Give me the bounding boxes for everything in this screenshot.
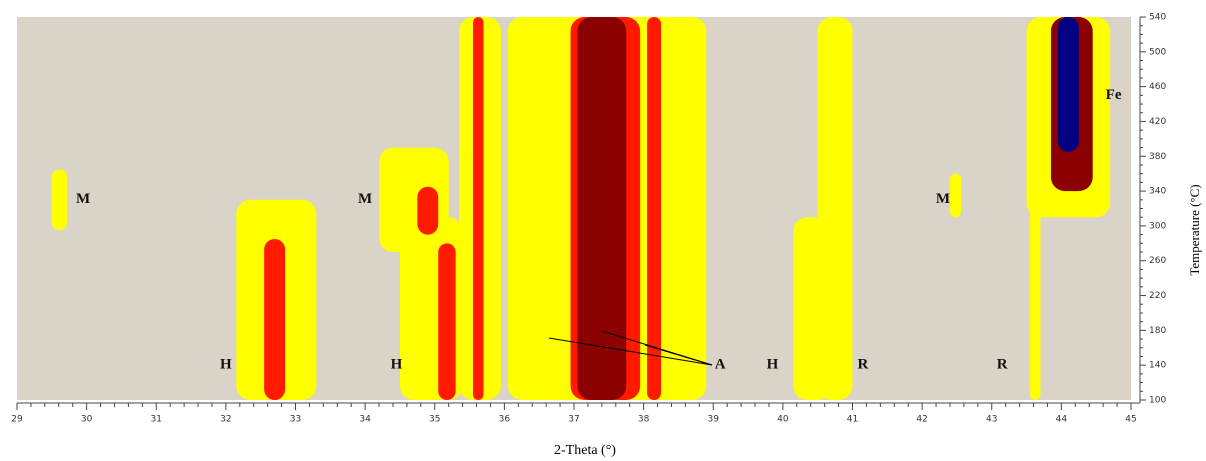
y-tick-label: 420 [1149, 117, 1166, 127]
x-tick-label: 36 [499, 415, 511, 425]
y-tick-label: 220 [1149, 291, 1166, 301]
y-tick-label: 180 [1149, 326, 1166, 336]
y-tick-label: 500 [1149, 47, 1166, 57]
annotation: M [936, 191, 950, 207]
y-tick-label: 340 [1149, 187, 1166, 197]
x-tick-label: 31 [151, 415, 162, 425]
x-tick-label: 45 [1125, 415, 1136, 425]
y-axis-label: Temperature (°C) [1187, 184, 1202, 275]
pointer-line [644, 344, 713, 366]
contour-band [51, 169, 68, 231]
contour-band [817, 17, 853, 400]
contour-band [1057, 17, 1079, 152]
annotation: H [767, 357, 779, 373]
x-tick-label: 39 [708, 415, 720, 425]
annotation: R [858, 357, 869, 373]
x-axis-label: 2-Theta (°) [554, 443, 616, 458]
x-tick-label: 38 [638, 415, 650, 425]
plot-area [17, 0, 1131, 406]
annotation: A [715, 357, 726, 373]
annotation: M [76, 191, 90, 207]
x-tick-label: 42 [916, 415, 927, 425]
x-tick-label: 34 [359, 415, 371, 425]
y-tick-label: 260 [1149, 256, 1166, 266]
x-tick-label: 43 [986, 415, 997, 425]
y-tick-label: 300 [1149, 221, 1166, 231]
contour-band [647, 17, 662, 400]
y-tick-label: 100 [1149, 396, 1166, 406]
contour-band [417, 186, 439, 235]
annotation: R [997, 357, 1008, 373]
x-tick-label: 37 [568, 415, 579, 425]
arrow-lines [548, 330, 713, 366]
y-tick-label: 540 [1149, 13, 1166, 23]
contour-band [577, 17, 627, 400]
contour-band [1030, 191, 1041, 400]
contour-band [473, 17, 484, 400]
contour-band [949, 173, 962, 218]
x-tick-label: 32 [220, 415, 231, 425]
x-tick-label: 30 [81, 415, 93, 425]
x-tick-label: 29 [11, 415, 23, 425]
contour-band [438, 243, 456, 400]
x-tick-label: 33 [290, 415, 301, 425]
y-tick-label: 460 [1149, 82, 1166, 92]
y-tick-label: 380 [1149, 152, 1166, 162]
annotation: H [220, 357, 232, 373]
annotation: M [358, 191, 372, 207]
y-tick-label: 140 [1149, 361, 1166, 371]
annotation: Fe [1106, 87, 1122, 103]
plot-clip-cover-top [17, 0, 1131, 17]
x-tick-label: 44 [1056, 415, 1068, 425]
x-tick-label: 41 [847, 415, 858, 425]
contour-band [264, 238, 286, 400]
x-tick-label: 40 [777, 415, 789, 425]
annotation: H [391, 357, 403, 373]
pointer-line [548, 337, 713, 366]
x-tick-label: 35 [429, 415, 440, 425]
